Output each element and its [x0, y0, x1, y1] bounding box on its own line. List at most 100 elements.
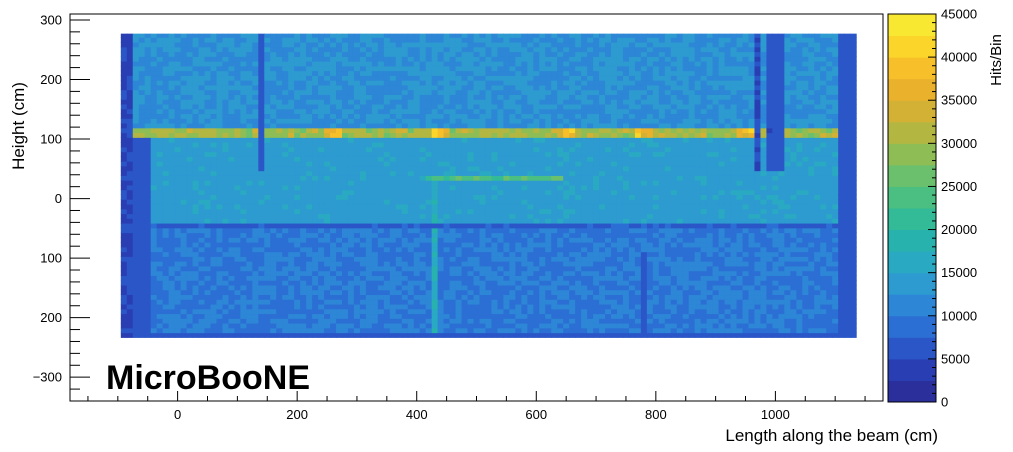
heatmap-cell: [419, 146, 427, 153]
heatmap-cell: [533, 303, 540, 310]
heatmap-cell: [174, 299, 182, 305]
heatmap-cell: [282, 261, 289, 267]
heatmap-cell: [395, 275, 403, 281]
heatmap-cell: [509, 94, 516, 100]
heatmap-cell: [437, 213, 445, 219]
heatmap-cell: [192, 51, 200, 57]
heatmap-cell: [234, 127, 241, 134]
heatmap-cell: [485, 108, 493, 115]
heatmap-cell: [252, 175, 259, 181]
heatmap-cell: [156, 170, 164, 176]
heatmap-cell: [533, 161, 540, 167]
heatmap-cell: [126, 251, 134, 257]
heatmap-cell: [371, 70, 379, 76]
heatmap-cell: [371, 170, 379, 176]
heatmap-cell: [569, 61, 576, 67]
heatmap-cell: [527, 303, 534, 310]
heatmap-cell: [162, 137, 170, 143]
heatmap-cell: [581, 33, 588, 38]
heatmap-cell: [569, 270, 576, 276]
heatmap-cell: [443, 203, 451, 210]
heatmap-cell: [497, 84, 504, 91]
heatmap-cell: [186, 61, 194, 67]
heatmap-cell: [270, 203, 277, 210]
heatmap-cell: [491, 127, 499, 134]
heatmap-cell: [503, 270, 510, 276]
heatmap-cell: [198, 180, 206, 186]
heatmap-cell: [138, 142, 146, 148]
heatmap-cell: [551, 275, 558, 281]
heatmap-cell: [551, 56, 558, 62]
heatmap-cell: [485, 289, 493, 296]
heatmap-cell: [294, 103, 301, 110]
heatmap-cell: [132, 184, 140, 191]
heatmap-cell: [228, 246, 235, 253]
heatmap-cell: [288, 289, 295, 296]
heatmap-cell: [395, 313, 403, 319]
heatmap-cell: [342, 332, 349, 338]
heatmap-cell: [383, 313, 391, 319]
heatmap-cell: [192, 108, 200, 115]
heatmap-cell: [389, 332, 397, 338]
heatmap-cell: [503, 156, 510, 162]
heatmap-cell: [288, 113, 295, 119]
heatmap-cell: [216, 108, 224, 115]
heatmap-cell: [336, 275, 343, 281]
heatmap-cell: [234, 113, 241, 119]
heatmap-cell: [228, 137, 235, 143]
heatmap-cell: [246, 327, 253, 334]
heatmap-cell: [240, 33, 247, 38]
heatmap-cell: [365, 242, 373, 248]
heatmap-cell: [407, 70, 415, 76]
heatmap-cell: [198, 70, 206, 76]
heatmap-cell: [413, 294, 421, 300]
heatmap-cell: [150, 127, 158, 134]
heatmap-cell: [288, 222, 295, 229]
heatmap-cell: [294, 146, 301, 153]
heatmap-cell: [419, 99, 427, 105]
heatmap-cell: [371, 308, 379, 315]
heatmap-cell: [509, 218, 516, 224]
heatmap-cell: [389, 65, 397, 72]
heatmap-cell: [569, 75, 576, 81]
heatmap-cell: [485, 170, 493, 176]
heatmap-cell: [168, 61, 176, 67]
heatmap-cell: [479, 122, 487, 129]
heatmap-cell: [377, 127, 385, 134]
heatmap-cell: [198, 165, 206, 172]
heatmap-cell: [198, 80, 206, 86]
heatmap-cell: [371, 327, 379, 334]
heatmap-cell: [467, 33, 475, 38]
heatmap-cell: [330, 51, 337, 57]
heatmap-cell: [473, 327, 481, 334]
heatmap-cell: [491, 289, 499, 296]
heatmap-cell: [240, 208, 247, 215]
heatmap-cell: [515, 156, 522, 162]
heatmap-cell: [234, 156, 241, 162]
heatmap-cell: [545, 218, 552, 224]
heatmap-cell: [413, 165, 421, 172]
heatmap-cell: [365, 61, 373, 67]
heatmap-cell: [359, 161, 367, 167]
heatmap-cell: [144, 327, 152, 334]
heatmap-cell: [575, 103, 582, 110]
heatmap-cell: [479, 261, 487, 267]
heatmap-cell: [186, 118, 194, 124]
heatmap-cell: [551, 41, 558, 48]
heatmap-cell: [252, 218, 259, 224]
heatmap-cell: [192, 103, 200, 110]
heatmap-cell: [258, 75, 265, 81]
heatmap-cell: [569, 103, 576, 110]
heatmap-cell: [300, 232, 307, 238]
heatmap-cell: [539, 80, 546, 86]
heatmap-cell: [276, 189, 283, 195]
heatmap-cell: [150, 246, 158, 253]
heatmap-cell: [186, 33, 194, 38]
heatmap-cell: [210, 37, 218, 43]
heatmap-cell: [330, 280, 337, 286]
heatmap-cell: [401, 51, 409, 57]
heatmap-cell: [347, 222, 355, 229]
heatmap-cell: [581, 94, 588, 100]
heatmap-cell: [347, 251, 355, 257]
heatmap-cell: [389, 184, 397, 191]
